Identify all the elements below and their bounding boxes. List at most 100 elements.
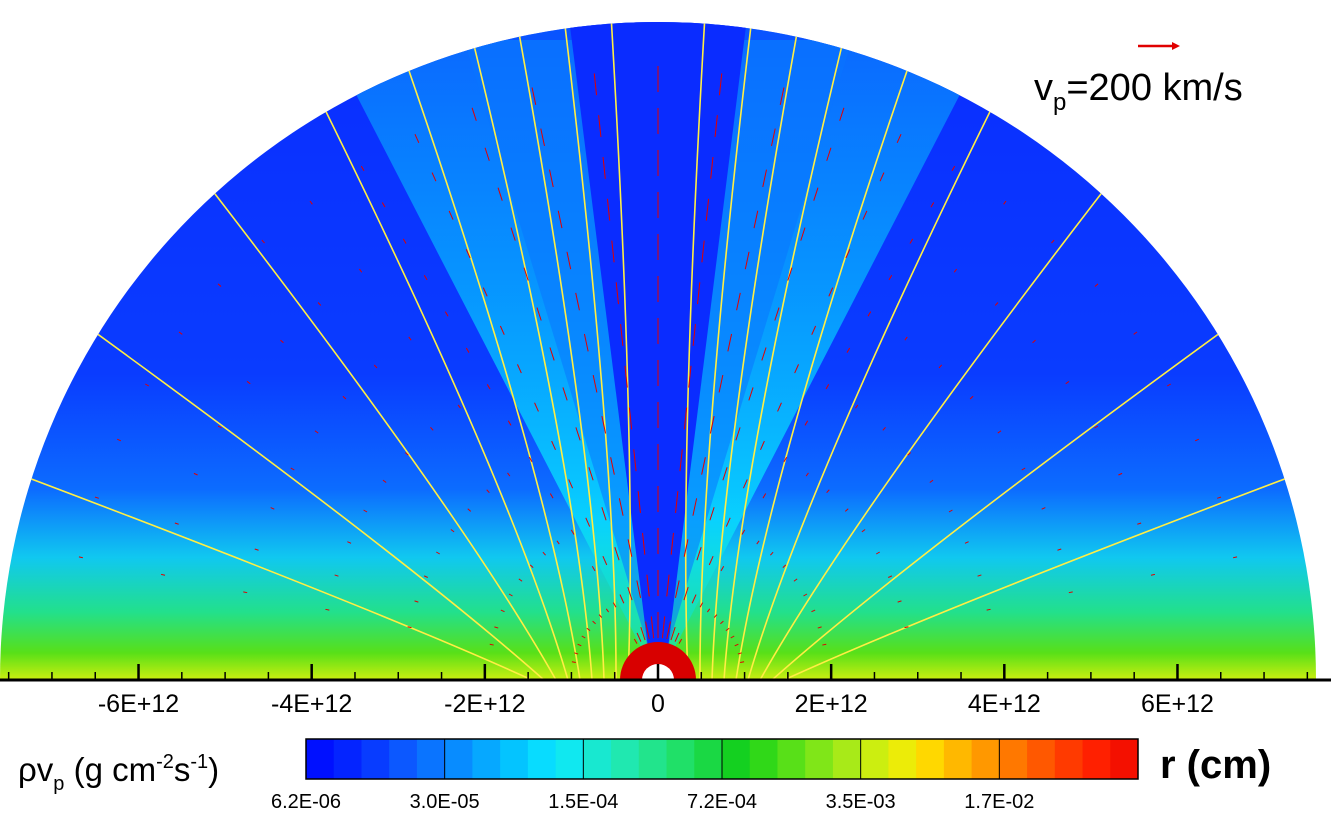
velocity-vector	[793, 578, 798, 582]
velocity-vector	[586, 627, 591, 632]
velocity-vector	[486, 384, 491, 390]
streamline	[711, 22, 807, 680]
velocity-vector	[674, 632, 680, 642]
velocity-vector	[710, 156, 714, 179]
velocity-vector	[407, 626, 412, 629]
velocity-vector	[534, 402, 539, 412]
velocity-vector	[688, 365, 692, 388]
velocity-vector	[618, 498, 624, 516]
velocity-vector	[696, 547, 702, 561]
velocity-vector	[845, 249, 851, 259]
velocity-vector	[709, 416, 715, 434]
velocity-vector	[897, 600, 902, 603]
colorbar-tick-label: 3.0E-05	[410, 791, 480, 813]
velocity-vector	[507, 420, 512, 426]
velocity-vector	[678, 638, 683, 644]
velocity-vector	[800, 227, 806, 241]
velocity-vector	[1065, 381, 1070, 385]
colorbar-swatch	[555, 739, 584, 779]
velocity-vector	[1137, 522, 1142, 525]
velocity-vector	[423, 274, 428, 281]
velocity-vector	[1032, 339, 1036, 344]
x-tick-label: -2E+12	[444, 690, 525, 718]
x-tick-label: -6E+12	[98, 690, 179, 718]
velocity-vector	[718, 73, 723, 96]
velocity-vector	[528, 456, 533, 463]
velocity-vector	[1068, 591, 1073, 594]
velocity-vector	[813, 187, 819, 201]
central-source	[620, 642, 696, 680]
colorbar-swatch	[666, 739, 695, 779]
velocity-vector	[314, 430, 319, 434]
velocity-vector	[964, 541, 969, 544]
velocity-vector	[551, 440, 556, 450]
velocity-vector	[692, 498, 698, 516]
velocity-vector	[517, 364, 522, 374]
colorbar-swatch	[805, 739, 834, 779]
velocity-vector	[825, 384, 830, 390]
velocity-vector	[787, 267, 793, 281]
velocity-vector	[741, 529, 746, 535]
velocity-vector	[1057, 548, 1062, 551]
velocity-vector	[708, 556, 714, 566]
velocity-vector	[484, 147, 490, 161]
velocity-vector	[701, 240, 705, 263]
velocity-vector	[804, 420, 809, 426]
velocity-vector	[994, 302, 999, 306]
velocity-vector	[500, 609, 505, 613]
streamline	[771, 302, 1262, 680]
velocity-vector	[1094, 425, 1099, 429]
velocity-vector	[575, 427, 581, 441]
velocity-vector	[414, 133, 420, 144]
velocity-vector	[774, 307, 780, 321]
velocity-vector	[540, 128, 545, 147]
velocity-vector	[402, 238, 407, 244]
velocity-vector	[705, 198, 710, 221]
colorbar-swatch	[527, 739, 557, 779]
dense-core	[528, 600, 788, 680]
streamline	[783, 459, 1316, 680]
colorbar-swatch	[1110, 739, 1139, 779]
legend-label: vp=200 km/s	[1034, 67, 1243, 116]
velocity-vector	[817, 626, 822, 629]
velocity-vector	[243, 591, 248, 594]
velocity-vector	[862, 210, 868, 220]
velocity-vector	[637, 491, 641, 513]
velocity-vector	[549, 347, 555, 361]
streamline	[461, 22, 593, 680]
velocity-vector	[839, 107, 845, 121]
velocity-vectors	[78, 66, 1238, 680]
velocity-vector	[661, 616, 666, 639]
velocity-vector	[627, 586, 633, 601]
velocity-vector	[803, 593, 808, 597]
velocity-vector	[497, 187, 503, 201]
colorbar-swatch	[694, 739, 723, 779]
velocity-vector	[94, 496, 99, 499]
velocity-vector	[518, 578, 523, 582]
velocity-vector	[691, 594, 697, 604]
colorbar-title-main: ρv	[18, 751, 54, 788]
velocity-vector	[1021, 467, 1026, 471]
velocity-vector	[627, 539, 633, 557]
velocity-vector	[556, 540, 560, 545]
velocity-vector	[855, 404, 859, 409]
velocity-vector	[217, 425, 222, 429]
velocity-vector	[628, 407, 633, 430]
velocity-vector	[1041, 507, 1046, 510]
velocity-vector	[969, 395, 974, 400]
velocity-vector	[725, 627, 730, 632]
velocity-vector	[709, 507, 715, 521]
velocity-vector	[734, 643, 739, 647]
velocity-vector	[598, 115, 602, 138]
velocity-vector	[601, 416, 607, 434]
colorbar-swatch	[611, 739, 640, 779]
velocity-vector	[270, 507, 275, 510]
streamline	[607, 22, 632, 680]
velocity-vector	[735, 427, 741, 441]
velocity-vector	[742, 479, 748, 489]
colorbar-title-sub: p	[53, 773, 64, 795]
velocity-vector	[779, 87, 785, 105]
velocity-vector	[610, 457, 615, 475]
velocity-vector	[1194, 438, 1200, 442]
velocity-vector	[217, 283, 222, 287]
